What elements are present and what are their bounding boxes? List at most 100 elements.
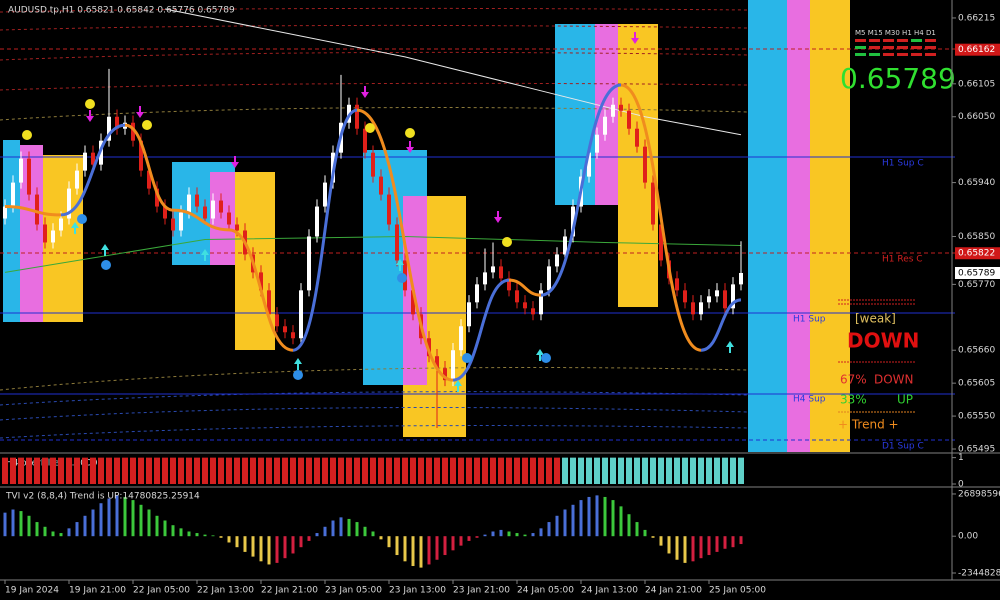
candle-body (699, 302, 703, 315)
tvi-bar (467, 536, 471, 541)
tf-signal (925, 53, 936, 56)
tvi-bar (283, 536, 287, 559)
tvi-bar (459, 536, 463, 546)
candle-body (259, 272, 263, 291)
tvi-bar (451, 536, 455, 551)
tf-signal (897, 46, 908, 49)
filter-bar (354, 457, 360, 484)
buy-arrow (71, 222, 79, 234)
tvi-bar (243, 536, 247, 552)
signal: DOWN (847, 329, 919, 353)
x-tick-label: 22 Jan 13:00 (197, 586, 254, 596)
filter-bar (602, 457, 608, 484)
tvi-bar (563, 509, 567, 537)
filter-bar (330, 457, 336, 484)
y-tick-label: 0.65495 (958, 445, 995, 455)
candle-body (131, 122, 135, 141)
candle-body (715, 290, 719, 297)
tvi-bar (291, 536, 295, 554)
candle-body (387, 194, 391, 225)
trend-segment (452, 278, 510, 382)
buy-arrows (71, 222, 734, 392)
filter-bar (594, 457, 600, 484)
up-percent: 33% (840, 393, 867, 407)
tvi-bar (267, 536, 271, 565)
band (0, 82, 749, 91)
tvi-bar (259, 536, 263, 562)
candle-body (643, 146, 647, 183)
candle-body (19, 158, 23, 183)
info-panel: M5 M15 M30 H1 H4 D1 0.65789 H1 Sup C H1 … (793, 29, 956, 452)
candle-body (51, 230, 55, 243)
tvi-bar (155, 515, 159, 537)
candle-body (611, 104, 615, 117)
filter-bar (218, 457, 224, 484)
tvi-bar (483, 534, 487, 537)
candle-body (267, 290, 271, 315)
dot (101, 260, 111, 270)
tf-signal (869, 46, 880, 49)
band (0, 7, 749, 13)
tvi-bar (643, 529, 647, 537)
tvi-bar (339, 517, 343, 537)
filter-bar (634, 457, 640, 484)
x-tick-label: 25 Jan 05:00 (709, 586, 766, 596)
tvi-bar (203, 534, 207, 537)
candle-body (75, 170, 79, 189)
filter-bar (98, 457, 104, 484)
bands (0, 7, 749, 439)
tf-signal (911, 53, 922, 56)
tvi-bar (723, 536, 727, 549)
y-tick-label: 0.65850 (958, 232, 995, 242)
dot (77, 214, 87, 224)
tf-signal (855, 46, 866, 49)
signals (22, 32, 734, 392)
filter-bar (250, 457, 256, 484)
filter-bar (362, 457, 368, 484)
band (0, 425, 749, 439)
candle-body (307, 236, 311, 291)
filter-bar (738, 457, 744, 484)
candle-body (115, 116, 119, 129)
filter-bar (706, 457, 712, 484)
frames (0, 0, 1000, 581)
tvi-bar (219, 536, 223, 538)
tvi-bar (379, 536, 383, 540)
candle-body (411, 290, 415, 315)
tvi-bar (395, 536, 399, 556)
band (0, 407, 749, 421)
candle-body (515, 290, 519, 303)
tvi-bar (491, 531, 495, 537)
tf-signal (855, 39, 866, 42)
filter-bar (394, 457, 400, 484)
price-tag-label: 0.65822 (958, 249, 995, 259)
x-tick-label: 24 Jan 13:00 (581, 586, 638, 596)
tvi-bar (115, 495, 119, 537)
filter-bar (554, 457, 560, 484)
filter-bar (530, 457, 536, 484)
candle-body (707, 296, 711, 303)
tvi-bar (363, 526, 367, 537)
candle-body (739, 272, 743, 285)
candle-body (163, 206, 167, 219)
x-tick-label: 23 Jan 21:00 (453, 586, 510, 596)
candle-body (627, 110, 631, 129)
candle-body (523, 302, 527, 309)
moving-average (4, 235, 742, 273)
trend-segment (540, 83, 622, 297)
tvi-bar (171, 525, 175, 537)
candle-body (571, 206, 575, 237)
price-tag (955, 247, 1000, 260)
filter-bar (546, 457, 552, 484)
candle-body (443, 368, 447, 381)
candle-body (499, 266, 503, 279)
candle-body (11, 182, 15, 207)
tvi-bar (715, 536, 719, 552)
candle-body (459, 326, 463, 351)
filter-bar (586, 457, 592, 484)
candle-body (475, 284, 479, 303)
candle-body (491, 266, 495, 273)
zone (403, 385, 427, 437)
sell-arrow (136, 106, 144, 118)
band (0, 367, 749, 391)
